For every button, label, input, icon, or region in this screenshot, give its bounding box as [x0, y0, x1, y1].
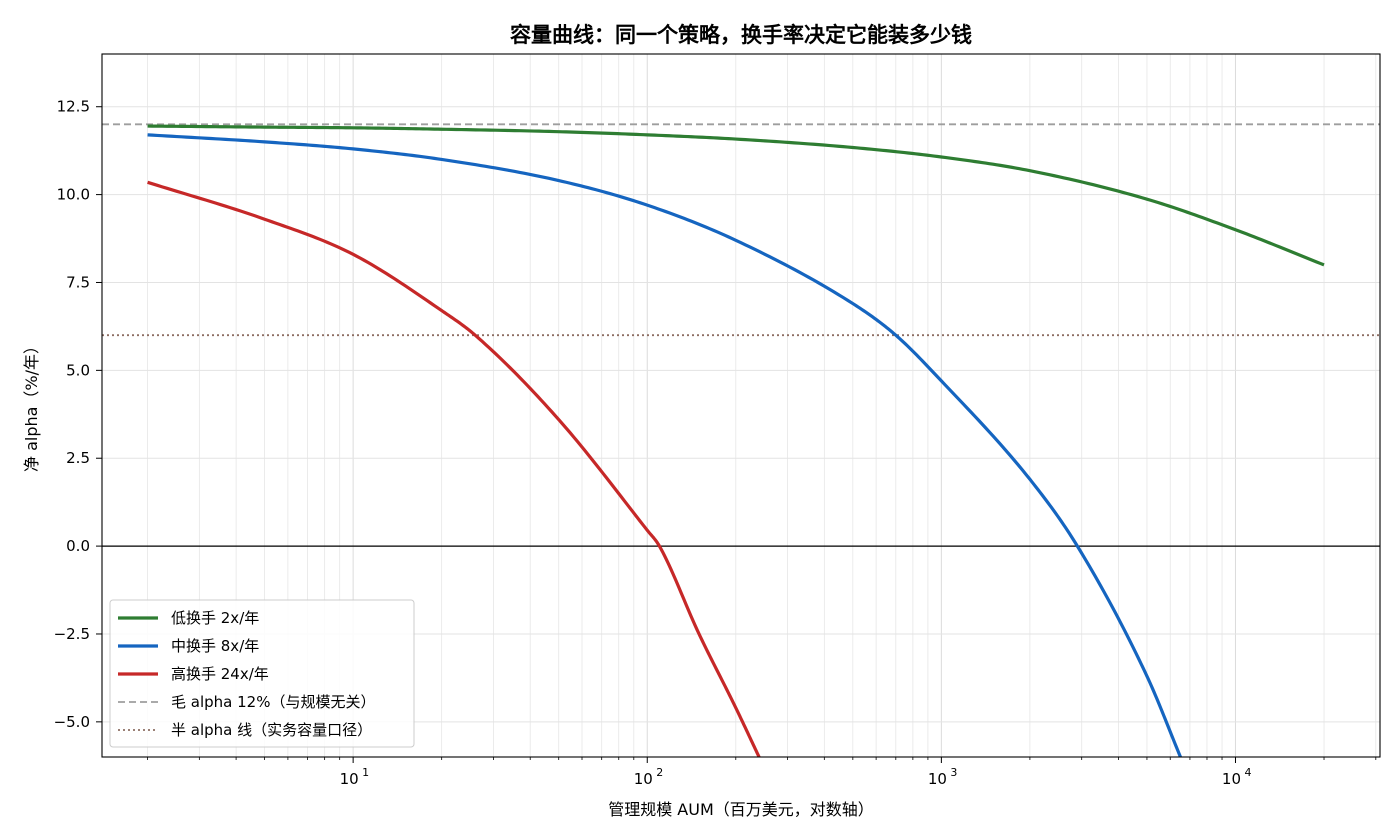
x-tick-label-exponent: 4 [1244, 766, 1251, 779]
grid-minor [147, 54, 1377, 757]
y-tick-label: 5.0 [66, 361, 90, 379]
series-group [147, 124, 1325, 757]
legend-label: 半 alpha 线（实务容量口径） [171, 721, 372, 739]
x-tick-label: 10 [1222, 770, 1241, 788]
x-axis-ticks: 10 1 10 2 10 3 10 4 [147, 757, 1377, 788]
series-line-3 [147, 180, 761, 757]
x-tick-label: 10 [928, 770, 947, 788]
series-line-2 [147, 133, 1182, 757]
x-tick-label: 10 [340, 770, 359, 788]
series-line-1 [147, 124, 1325, 267]
y-axis-ticks: −5.0 −2.5 0.0 2.5 5.0 7.5 10.0 12.5 [54, 98, 102, 731]
x-tick-label: 10 [634, 770, 653, 788]
x-tick-label-exponent: 1 [362, 766, 369, 779]
plot-frame [101, 53, 1381, 758]
legend-label: 低换手 2x/年 [171, 609, 259, 627]
legend-label: 高换手 24x/年 [171, 665, 269, 683]
y-tick-label: 12.5 [57, 98, 90, 116]
x-axis-label: 管理规模 AUM（百万美元，对数轴） [608, 800, 874, 819]
legend-box [109, 599, 415, 748]
y-tick-label: 7.5 [66, 273, 90, 291]
y-tick-label: −2.5 [54, 625, 90, 643]
y-tick-label: 2.5 [66, 449, 90, 467]
legend-label: 毛 alpha 12%（与规模无关） [171, 693, 375, 711]
x-tick-label-exponent: 2 [656, 766, 663, 779]
chart-title: 容量曲线：同一个策略，换手率决定它能装多少钱 [510, 23, 972, 47]
y-tick-label: 10.0 [57, 186, 90, 204]
y-tick-label: 0.0 [66, 537, 90, 555]
legend-label: 中换手 8x/年 [171, 637, 259, 655]
y-tick-label: −5.0 [54, 713, 90, 731]
x-tick-label-exponent: 3 [950, 766, 957, 779]
y-axis-label: 净 alpha（%/年） [22, 338, 41, 472]
reference-lines [102, 123, 1380, 547]
